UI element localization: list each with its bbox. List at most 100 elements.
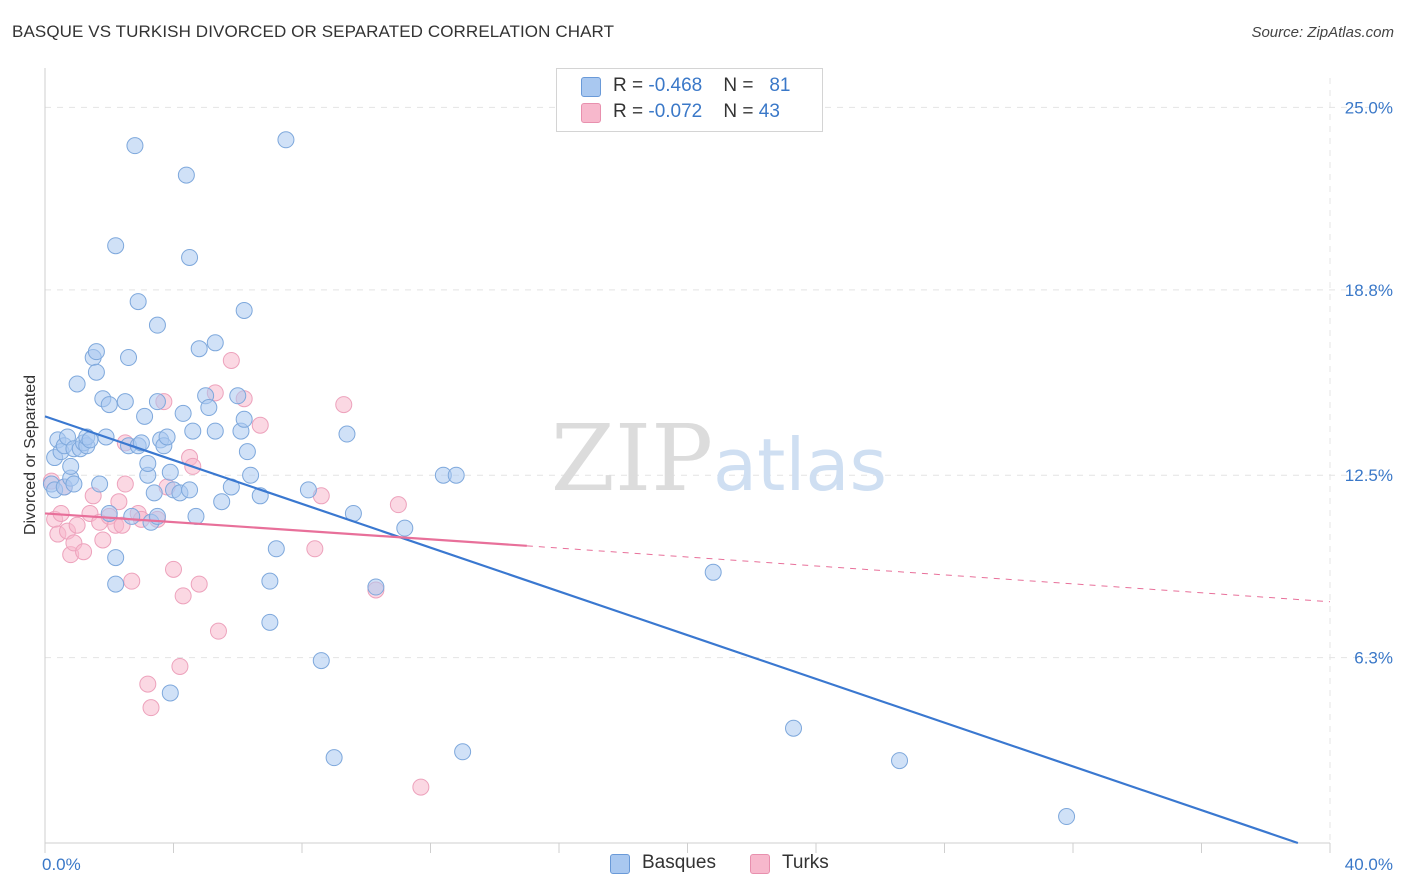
legend-swatch-turks xyxy=(750,854,770,874)
point-turks xyxy=(222,351,240,369)
point-turks xyxy=(335,396,353,414)
point-basques xyxy=(206,334,224,352)
point-turks xyxy=(139,675,157,693)
trend-line-basques xyxy=(44,415,1299,845)
point-basques xyxy=(87,343,105,361)
point-basques xyxy=(120,349,138,367)
point-basques xyxy=(396,519,414,537)
point-basques xyxy=(87,363,105,381)
point-basques xyxy=(704,563,722,581)
legend-swatch-turks xyxy=(581,103,601,123)
legend-n-label: N = xyxy=(723,101,759,122)
point-basques xyxy=(200,399,218,417)
point-basques xyxy=(161,463,179,481)
point-basques xyxy=(238,443,256,461)
point-basques xyxy=(139,454,157,472)
watermark: ZIP atlas xyxy=(551,405,887,512)
point-turks xyxy=(251,416,269,434)
point-basques xyxy=(158,428,176,446)
y-tick-label: 12.5% xyxy=(1345,466,1393,485)
point-turks xyxy=(75,543,93,561)
point-basques xyxy=(891,752,909,770)
tick-labels: 6.3% 12.5% 18.8% 25.0% 0.0% 40.0% Divorced or … xyxy=(22,98,1393,874)
point-turks xyxy=(165,560,182,578)
series-legend: Basques Turks xyxy=(0,852,1406,878)
legend-swatch-basques xyxy=(581,77,601,97)
point-turks xyxy=(412,778,430,796)
point-basques xyxy=(454,743,472,761)
legend-swatch-basques xyxy=(610,854,630,874)
stats-legend: R = -0.468 N = 81 R = -0.072 N = 43 xyxy=(556,68,823,132)
point-basques xyxy=(261,613,279,631)
point-basques xyxy=(107,237,125,255)
legend-r-label: R = xyxy=(613,101,649,122)
point-basques xyxy=(65,475,83,493)
point-basques xyxy=(325,749,343,767)
point-turks xyxy=(209,622,227,640)
watermark-atlas: atlas xyxy=(713,423,887,507)
point-basques xyxy=(299,481,317,499)
source-label: Source: ZipAtlas.com xyxy=(1251,24,1394,41)
chart-title: BASQUE VS TURKISH DIVORCED OR SEPARATED … xyxy=(12,22,615,41)
legend-r-label: R = xyxy=(613,75,649,96)
watermark-zip: ZIP xyxy=(551,405,713,512)
point-basques xyxy=(229,387,247,405)
point-basques xyxy=(184,422,202,440)
point-basques xyxy=(174,404,192,422)
point-basques xyxy=(190,340,208,358)
trend-lines xyxy=(44,415,1331,845)
point-basques xyxy=(68,375,86,393)
point-basques xyxy=(785,719,803,737)
point-basques xyxy=(136,407,154,425)
point-basques xyxy=(148,393,166,411)
point-turks xyxy=(116,475,134,493)
point-turks xyxy=(171,657,189,675)
point-basques xyxy=(181,481,199,499)
point-basques xyxy=(447,466,465,484)
point-basques xyxy=(338,425,356,443)
point-turks xyxy=(174,587,192,605)
point-turks xyxy=(123,572,141,590)
legend-r-value: -0.468 xyxy=(648,75,703,96)
point-basques xyxy=(145,484,163,502)
point-basques xyxy=(277,131,295,149)
point-basques xyxy=(213,493,231,511)
point-basques xyxy=(261,572,279,590)
trend-line-turks xyxy=(44,512,527,547)
trend-line-turks-projection xyxy=(526,545,1331,603)
point-basques xyxy=(206,422,224,440)
point-turks xyxy=(306,540,324,558)
point-basques xyxy=(100,396,118,414)
x-tick-label: 0.0% xyxy=(42,855,81,874)
point-basques xyxy=(91,475,109,493)
point-turks xyxy=(389,496,407,514)
legend-n-label: N = xyxy=(723,75,759,96)
point-basques xyxy=(161,684,179,702)
point-basques xyxy=(1058,808,1076,826)
data-points xyxy=(42,131,1076,826)
point-basques xyxy=(181,248,199,266)
point-basques xyxy=(62,457,80,475)
y-axis-label: Divorced or Separated xyxy=(22,375,39,535)
point-basques xyxy=(107,575,125,593)
legend-n-value: 81 xyxy=(769,75,791,96)
point-basques xyxy=(116,393,134,411)
point-basques xyxy=(129,293,147,311)
point-basques xyxy=(177,166,195,184)
point-basques xyxy=(367,578,385,596)
point-basques xyxy=(126,137,144,155)
point-turks xyxy=(68,516,86,534)
point-basques xyxy=(107,549,125,567)
point-basques xyxy=(235,410,253,428)
point-turks xyxy=(94,531,112,549)
point-turks xyxy=(142,699,160,717)
point-basques xyxy=(312,652,330,670)
point-basques xyxy=(235,301,253,319)
legend-label-basques: Basques xyxy=(642,852,716,873)
point-basques xyxy=(267,540,285,558)
y-tick-label: 25.0% xyxy=(1345,98,1393,117)
axes xyxy=(44,68,1331,853)
point-basques xyxy=(148,316,166,334)
point-turks xyxy=(190,575,208,593)
y-tick-label: 18.8% xyxy=(1345,281,1393,300)
